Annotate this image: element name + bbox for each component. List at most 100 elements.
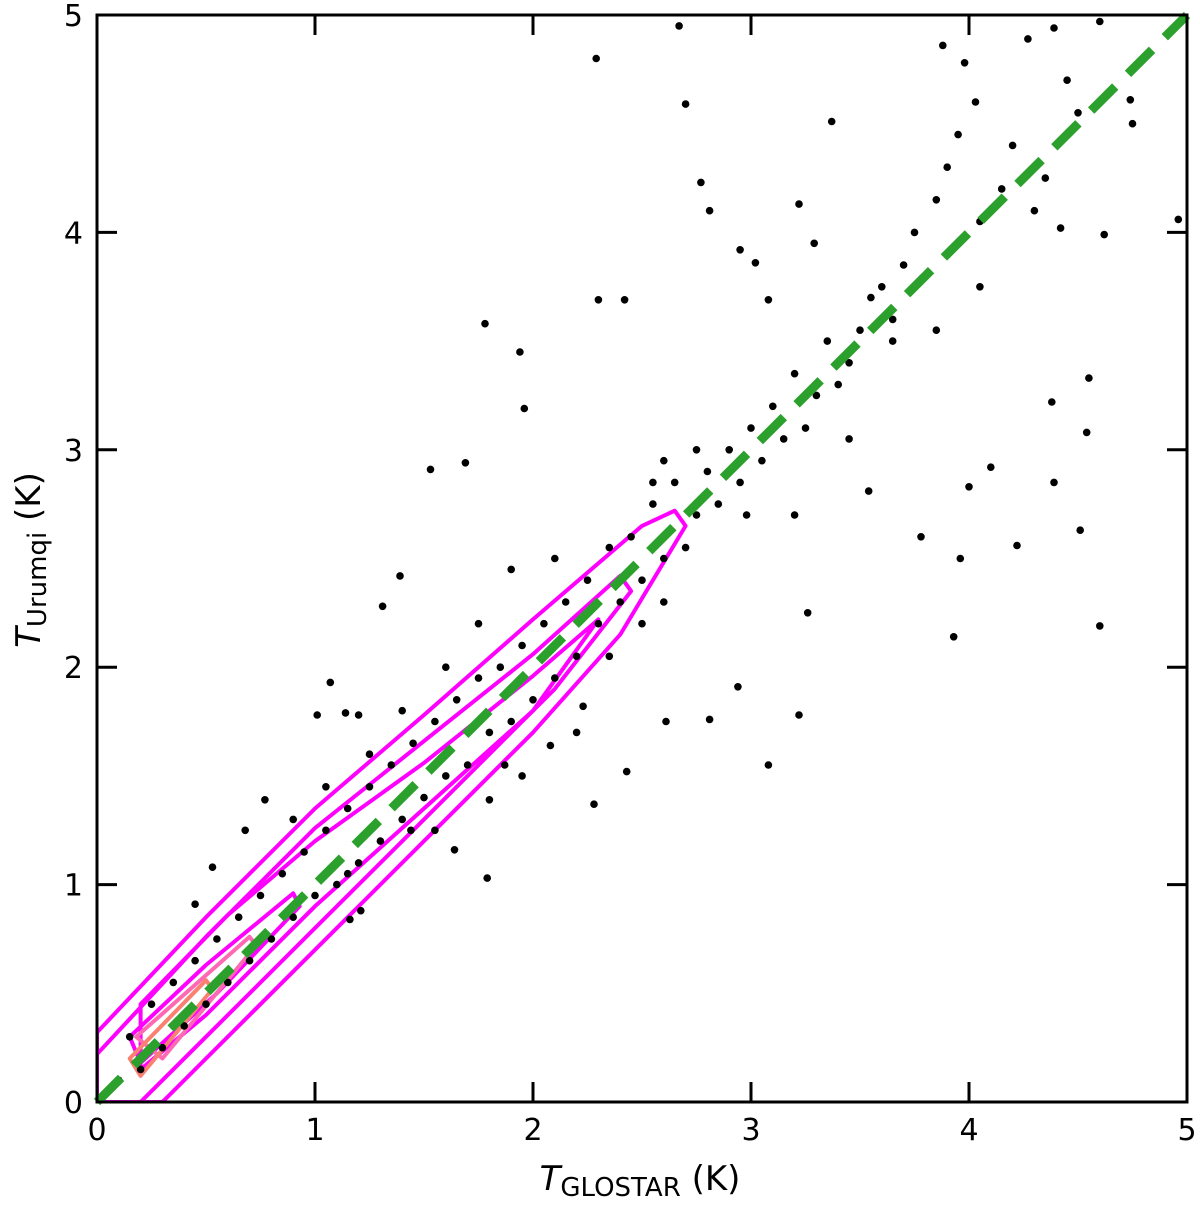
data-point xyxy=(747,424,755,432)
x-tick-label: 4 xyxy=(959,1113,978,1148)
data-point xyxy=(354,711,363,719)
data-point xyxy=(795,711,803,719)
data-point xyxy=(1076,526,1084,534)
data-point xyxy=(354,859,363,867)
data-point xyxy=(442,663,450,671)
x-tick-label: 5 xyxy=(1177,1113,1196,1148)
contour-outer xyxy=(97,508,688,1102)
data-point xyxy=(572,728,581,737)
data-point xyxy=(245,956,254,965)
data-point xyxy=(431,826,439,835)
data-point xyxy=(481,319,489,328)
x-axis-label: TGLOSTAR (K) xyxy=(540,1159,741,1203)
data-point xyxy=(638,576,646,584)
data-point xyxy=(213,935,221,943)
data-point xyxy=(357,906,365,915)
data-point xyxy=(396,572,404,580)
data-point xyxy=(442,772,450,780)
data-point xyxy=(954,130,962,139)
data-point xyxy=(343,869,352,878)
data-point xyxy=(365,783,374,791)
data-point xyxy=(697,178,705,187)
data-point xyxy=(289,815,298,824)
data-point xyxy=(878,283,886,291)
data-point xyxy=(864,487,873,495)
data-point xyxy=(649,478,657,487)
data-point xyxy=(202,1000,210,1008)
data-point xyxy=(518,641,526,650)
data-point xyxy=(1008,141,1017,150)
one-to-one-reference-line xyxy=(93,11,1191,1106)
data-point xyxy=(409,739,417,748)
data-point xyxy=(507,565,515,574)
data-point xyxy=(346,915,354,924)
data-point xyxy=(241,826,249,835)
data-point xyxy=(261,796,269,804)
data-point xyxy=(592,54,600,63)
data-point xyxy=(956,554,965,563)
y-tick-label: 0 xyxy=(64,1086,83,1121)
data-point xyxy=(660,598,668,606)
data-point xyxy=(965,483,973,491)
data-point xyxy=(507,717,515,726)
data-point xyxy=(1174,215,1183,224)
data-point xyxy=(605,652,614,661)
data-point xyxy=(949,633,958,641)
data-point xyxy=(1063,76,1071,84)
data-point xyxy=(845,359,853,367)
y-tick-label: 4 xyxy=(64,216,83,251)
data-point xyxy=(343,804,352,813)
data-point xyxy=(136,1065,145,1074)
data-point xyxy=(561,598,570,606)
data-point xyxy=(660,456,668,465)
data-point xyxy=(256,891,265,900)
data-point xyxy=(311,891,319,900)
data-point xyxy=(705,206,714,215)
data-point xyxy=(714,500,723,508)
data-point xyxy=(734,683,742,691)
data-point xyxy=(742,511,751,519)
data-point xyxy=(1126,96,1135,104)
data-point xyxy=(158,1043,167,1052)
data-point xyxy=(376,837,385,845)
data-point xyxy=(764,761,773,769)
data-point xyxy=(622,767,631,776)
data-point xyxy=(1100,230,1108,239)
x-tick-label: 0 xyxy=(87,1113,106,1148)
data-point xyxy=(529,696,537,704)
data-point xyxy=(1096,622,1104,630)
data-point xyxy=(147,1000,156,1008)
data-point xyxy=(1074,109,1082,117)
data-point xyxy=(191,956,199,965)
data-point xyxy=(987,463,995,472)
data-point xyxy=(971,98,980,106)
y-tick-label: 5 xyxy=(64,0,83,34)
data-point xyxy=(540,619,548,628)
data-point xyxy=(605,543,614,552)
data-point xyxy=(620,296,629,304)
data-point xyxy=(365,750,374,758)
data-point xyxy=(594,296,603,304)
data-point xyxy=(801,424,810,432)
data-point xyxy=(333,880,341,889)
data-point xyxy=(681,543,690,552)
data-point xyxy=(341,709,350,717)
data-point xyxy=(474,674,483,682)
data-point xyxy=(496,663,505,671)
data-point xyxy=(660,554,668,563)
data-point xyxy=(322,826,330,835)
data-point xyxy=(638,619,646,628)
data-point xyxy=(616,598,624,606)
data-point xyxy=(278,869,287,878)
data-point xyxy=(932,326,941,335)
data-point xyxy=(769,402,777,411)
data-point xyxy=(1024,35,1032,43)
plot-frame xyxy=(95,13,1189,1104)
data-point xyxy=(790,369,799,378)
data-point xyxy=(1128,119,1137,128)
data-point xyxy=(705,715,714,724)
data-point xyxy=(579,702,587,711)
data-point xyxy=(675,22,683,30)
data-point xyxy=(779,435,788,443)
